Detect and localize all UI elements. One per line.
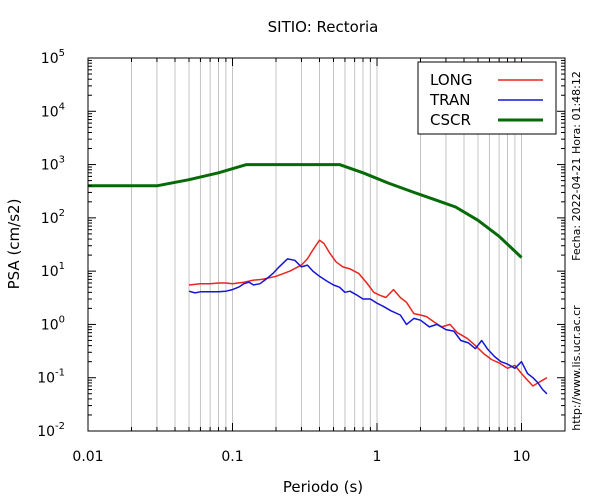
plot-frame: [87, 57, 566, 432]
y-tick-label: 104: [41, 101, 65, 120]
y-axis-title: PSA (cm/s2): [5, 199, 23, 290]
legend-label-long: LONG: [430, 71, 472, 89]
x-tick-label: 1: [373, 449, 382, 465]
legend-label-tran: TRAN: [429, 91, 470, 109]
y-tick-label: 105: [41, 48, 65, 67]
y-tick-label: 10-2: [37, 421, 65, 440]
y-tick-label: 101: [41, 261, 65, 280]
series-layer: [88, 163, 548, 395]
chart-title: SITIO: Rectoria: [268, 18, 379, 36]
x-tick-label: 0.01: [72, 449, 103, 465]
axes: 0.01 0.1 1 10 10-2 10-1 100 101 102 103 104 105: [37, 48, 566, 465]
x-tick-label: 0.1: [221, 449, 243, 465]
y-tick-label: 100: [41, 314, 65, 333]
timestamp-text: Fecha: 2022-04-21 Hora: 01:48:12: [570, 71, 583, 261]
x-tick-label: 10: [513, 449, 531, 465]
legend-box: [417, 61, 557, 135]
y-tick-label: 103: [41, 155, 65, 174]
series-line-long: [188, 239, 548, 387]
legend: LONG TRAN CSCR: [417, 61, 557, 135]
series-line-cscr: [88, 163, 523, 259]
legend-label-cscr: CSCR: [430, 111, 471, 129]
x-axis-title: Periodo (s): [283, 478, 363, 496]
y-tick-label: 102: [41, 208, 65, 227]
website-text: http://www.lis.ucr.ac.cr: [570, 305, 583, 431]
y-tick-label: 10-1: [37, 368, 65, 387]
series-line-tran: [188, 258, 548, 395]
